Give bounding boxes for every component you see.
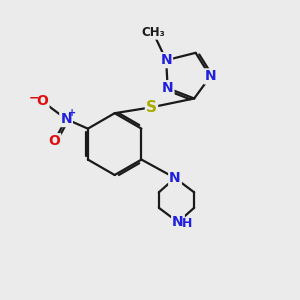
Text: N: N xyxy=(205,69,216,83)
Text: H: H xyxy=(182,217,193,230)
Text: −: − xyxy=(29,92,40,105)
Text: N: N xyxy=(169,171,181,185)
Text: N: N xyxy=(162,81,173,95)
Text: N: N xyxy=(172,215,184,229)
Text: O: O xyxy=(37,94,49,108)
Text: +: + xyxy=(68,108,76,118)
Text: S: S xyxy=(146,100,157,115)
Text: O: O xyxy=(48,134,60,148)
Text: N: N xyxy=(160,53,172,67)
Text: N: N xyxy=(60,112,72,126)
Text: CH₃: CH₃ xyxy=(141,26,165,39)
